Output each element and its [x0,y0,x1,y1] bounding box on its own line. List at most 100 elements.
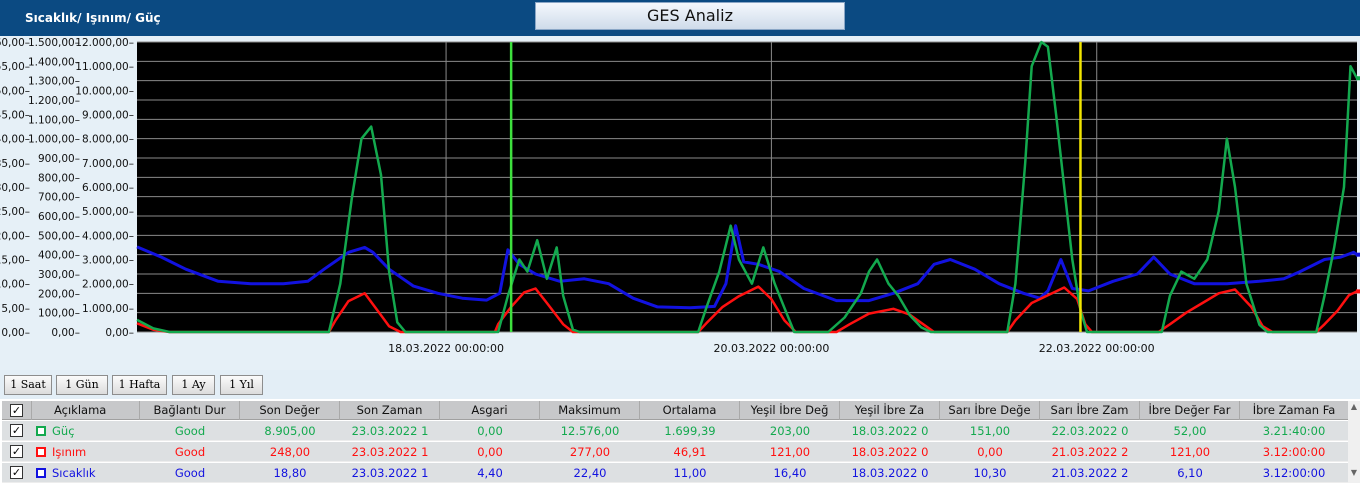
axis-tick-label: 7.000,00– [82,158,134,170]
range-1-hour-button[interactable]: 1 Saat [4,375,52,395]
last-value-marker [1356,76,1360,81]
axis-tick-label: 4.000,00– [82,230,134,242]
chart-panel: 0,00– 5,00– 10,00– 15,00– 20,00– 25,00– 30,00–… [0,36,1360,370]
axis-tick-label: 12.000,00– [75,37,134,49]
col-header-son-zaman[interactable]: Son Zaman [340,401,440,420]
table-cell: 121,00 [769,445,811,459]
table-cell: 22.03.2022 0 [1051,424,1129,438]
col-header-baglanti[interactable]: Bağlantı Dur [140,401,240,420]
series-line [136,224,1358,310]
series-name-label: Sıcaklık [52,466,96,480]
row-visibility-checkbox[interactable]: ✓ [10,445,23,458]
table-cell: Good [174,424,206,438]
series-name-cell: Sıcaklık [32,463,140,483]
table-cell: 21.03.2022 2 [1051,445,1129,459]
axis-tick-label: 25,00– [0,206,30,218]
grid-header: ✓ Açıklama Bağlantı Dur Son Değer Son Za… [2,401,1348,420]
table-row[interactable]: ✓ Sıcaklık Good 18,80 23.03.2022 1 4,40 22,40 1… [2,463,1348,483]
table-cell: 18.03.2022 0 [851,466,929,480]
axis-tick-label: 1.000,00– [82,303,134,315]
scroll-up-arrow-icon[interactable]: ▲ [1350,402,1358,411]
range-1-month-button[interactable]: 1 Ay [172,375,215,395]
axis-tick-label: 35,00– [0,158,30,170]
axis-tick-label: 300,00– [38,269,80,281]
col-header-maksimum[interactable]: Maksimum [540,401,640,420]
col-header-son-deger[interactable]: Son Değer [240,401,340,420]
col-header-asgari[interactable]: Asgari [440,401,540,420]
row-visibility-checkbox[interactable]: ✓ [10,424,23,437]
table-cell: 52,00 [1173,424,1207,438]
range-1-year-button[interactable]: 1 Yıl [220,375,263,395]
axis-tick-label: 10,00– [0,279,30,291]
table-cell: 10,30 [973,466,1007,480]
table-cell: 3.21:40:00 [1262,424,1326,438]
table-cell: 18.03.2022 0 [851,445,929,459]
col-header-sari-ibre-zaman[interactable]: Sarı İbre Zam [1040,401,1140,420]
table-cell: 203,00 [769,424,811,438]
col-header-ortalama[interactable]: Ortalama [640,401,740,420]
x-axis-label: 18.03.2022 00:00:00 [388,342,504,355]
table-cell: 18,80 [273,466,307,480]
grid-scrollbar[interactable]: ▲ ▼ [1348,401,1360,483]
table-cell: 151,00 [969,424,1011,438]
axis-tick-label: 50,00– [0,85,30,97]
col-header-aciklama[interactable]: Açıklama [32,401,140,420]
axis-tick-label: 15,00– [0,255,30,267]
axis-tick-label: 9.000,00– [82,110,134,122]
axis-tick-label: 45,00– [0,110,30,122]
table-cell: 46,91 [673,445,707,459]
series-color-swatch[interactable] [36,426,46,436]
table-cell: 248,00 [269,445,311,459]
data-grid: ✓ Açıklama Bağlantı Dur Son Değer Son Za… [0,399,1360,483]
table-cell: 12.576,00 [560,424,620,438]
table-cell: 23.03.2022 1 [351,445,429,459]
table-cell: 11,00 [673,466,707,480]
range-1-day-button[interactable]: 1 Gün [56,375,108,395]
table-row[interactable]: ✓ Işınım Good 248,00 23.03.2022 1 0,00 277,00 4… [2,442,1348,462]
range-1-week-button[interactable]: 1 Hafta [112,375,167,395]
axis-tick-label: 10.000,00– [75,85,134,97]
table-cell: 6,10 [1177,466,1203,480]
col-header-sari-ibre-deger[interactable]: Sarı İbre Değe [940,401,1040,420]
series-color-swatch[interactable] [36,468,46,478]
table-cell: Good [174,445,206,459]
col-header-yesil-ibre-zaman[interactable]: Yeşil İbre Za [840,401,940,420]
axis-tick-label: 1.000,00– [28,134,80,146]
axis-tick-label: 2.000,00– [82,279,134,291]
axis-tick-label: 20,00– [0,230,30,242]
table-cell: 22,40 [573,466,607,480]
series-line [136,40,1359,334]
table-cell: 3.12:00:00 [1262,445,1326,459]
axis-tick-label: 1.100,00– [28,114,80,126]
series-name-label: Güç [52,424,75,438]
col-header-ibre-zaman-fark[interactable]: İbre Zaman Fa [1252,403,1336,417]
axis-tick-label: 55,00– [0,61,30,73]
axis-tick-label: 600,00– [38,211,80,223]
scroll-down-arrow-icon[interactable]: ▼ [1350,468,1358,477]
axis-tick-label: 30,00– [0,182,30,194]
table-row[interactable]: ✓ Güç Good 8.905,00 23.03.2022 1 0,00 12.576,0… [2,421,1348,441]
table-cell: 23.03.2022 1 [351,424,429,438]
app-title: GES Analiz [535,2,845,30]
axis-tick-label: 0,00– [1,327,30,339]
trend-chart[interactable]: 0,00– 5,00– 10,00– 15,00– 20,00– 25,00– 30,00–… [0,36,1360,370]
axis-tick-label: 5.000,00– [82,206,134,218]
series-name-label: Işınım [52,445,87,459]
axis-tick-label: 200,00– [38,288,80,300]
select-all-checkbox[interactable]: ✓ [10,404,23,417]
row-visibility-checkbox[interactable]: ✓ [10,466,23,479]
table-cell: 0,00 [977,445,1003,459]
last-value-marker [1356,289,1360,294]
col-header-ibre-deger-fark[interactable]: İbre Değer Far [1140,401,1240,420]
table-cell: 23.03.2022 1 [351,466,429,480]
series-name-cell: Güç [32,421,140,441]
col-header-yesil-ibre-deger[interactable]: Yeşil İbre Değ [740,401,840,420]
axis-tick-label: 8.000,00– [82,134,134,146]
select-all-column: ✓ [2,401,32,420]
x-axis-label: 20.03.2022 00:00:00 [713,342,829,355]
axis-tick-label: 11.000,00– [75,61,134,73]
table-cell: 0,00 [477,424,503,438]
axis-tick-label: 1.500,00– [28,37,80,49]
series-color-swatch[interactable] [36,447,46,457]
table-cell: 277,00 [569,445,611,459]
